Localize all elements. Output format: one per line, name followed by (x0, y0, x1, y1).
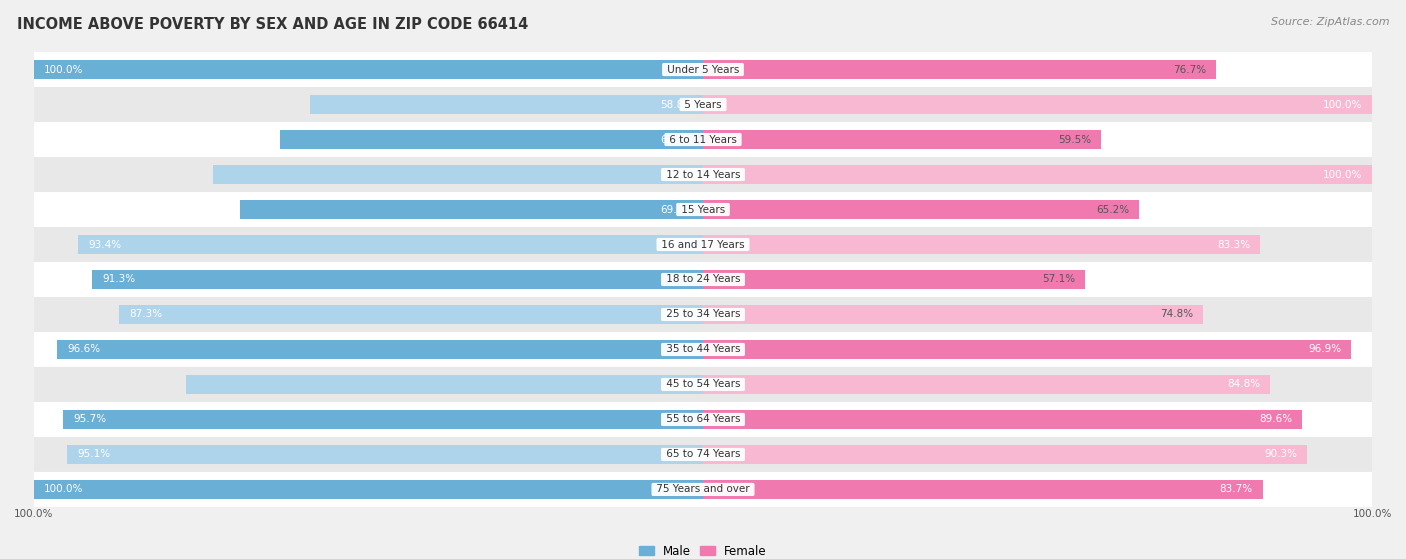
Text: 100.0%: 100.0% (1323, 169, 1362, 179)
Bar (56, 340, 703, 359)
Text: 65 to 74 Years: 65 to 74 Years (662, 449, 744, 459)
Bar (703, 200, 1139, 219)
Text: 100.0%: 100.0% (44, 64, 83, 74)
Text: 96.9%: 96.9% (1308, 344, 1341, 354)
Text: 59.5%: 59.5% (1057, 135, 1091, 145)
Text: 12 to 14 Years: 12 to 14 Years (662, 169, 744, 179)
Text: 77.3%: 77.3% (659, 380, 693, 390)
Bar (67, 445, 703, 464)
Text: 73.2%: 73.2% (659, 169, 693, 179)
Text: 58.8%: 58.8% (659, 100, 693, 110)
Text: 100.0%: 100.0% (1323, 100, 1362, 110)
Text: 100.0%: 100.0% (1353, 509, 1392, 519)
Bar (186, 375, 703, 394)
Text: 18 to 24 Years: 18 to 24 Years (662, 274, 744, 285)
Text: 90.3%: 90.3% (1264, 449, 1296, 459)
Bar (63, 410, 703, 429)
Bar (703, 60, 1216, 79)
Bar (703, 305, 1204, 324)
Text: 74.8%: 74.8% (1160, 310, 1194, 320)
Bar (703, 480, 1263, 499)
Text: 84.8%: 84.8% (1227, 380, 1260, 390)
Bar (703, 235, 1260, 254)
Bar (240, 200, 703, 219)
FancyBboxPatch shape (34, 332, 1372, 367)
Text: 55 to 64 Years: 55 to 64 Years (662, 414, 744, 424)
Bar (703, 270, 1085, 289)
FancyBboxPatch shape (34, 87, 1372, 122)
Bar (703, 375, 1270, 394)
Text: Under 5 Years: Under 5 Years (664, 64, 742, 74)
Text: 83.7%: 83.7% (1219, 485, 1253, 495)
Text: 89.6%: 89.6% (1260, 414, 1292, 424)
FancyBboxPatch shape (34, 157, 1372, 192)
Bar (214, 165, 703, 184)
Bar (120, 305, 703, 324)
FancyBboxPatch shape (34, 437, 1372, 472)
Text: 25 to 34 Years: 25 to 34 Years (662, 310, 744, 320)
FancyBboxPatch shape (34, 122, 1372, 157)
Text: 95.1%: 95.1% (77, 449, 110, 459)
Bar (280, 130, 703, 149)
Text: Source: ZipAtlas.com: Source: ZipAtlas.com (1271, 17, 1389, 27)
Text: 35 to 44 Years: 35 to 44 Years (662, 344, 744, 354)
FancyBboxPatch shape (34, 297, 1372, 332)
Bar (703, 340, 1351, 359)
Text: 16 and 17 Years: 16 and 17 Years (658, 239, 748, 249)
FancyBboxPatch shape (34, 262, 1372, 297)
Text: 15 Years: 15 Years (678, 205, 728, 215)
Bar (34, 480, 703, 499)
FancyBboxPatch shape (34, 472, 1372, 507)
Text: 65.2%: 65.2% (1095, 205, 1129, 215)
Bar (34, 60, 703, 79)
Text: 75 Years and over: 75 Years and over (652, 485, 754, 495)
FancyBboxPatch shape (34, 367, 1372, 402)
Text: 96.6%: 96.6% (67, 344, 100, 354)
Text: 57.1%: 57.1% (1042, 274, 1076, 285)
Text: 83.3%: 83.3% (1218, 239, 1250, 249)
Text: 5 Years: 5 Years (681, 100, 725, 110)
Text: 91.3%: 91.3% (103, 274, 135, 285)
Bar (79, 235, 703, 254)
Bar (703, 410, 1302, 429)
Legend: Male, Female: Male, Female (634, 540, 772, 559)
FancyBboxPatch shape (34, 52, 1372, 87)
Text: 69.2%: 69.2% (659, 205, 693, 215)
Text: INCOME ABOVE POVERTY BY SEX AND AGE IN ZIP CODE 66414: INCOME ABOVE POVERTY BY SEX AND AGE IN Z… (17, 17, 529, 32)
Bar (703, 95, 1372, 114)
Text: 87.3%: 87.3% (129, 310, 162, 320)
Text: 6 to 11 Years: 6 to 11 Years (666, 135, 740, 145)
Text: 93.4%: 93.4% (89, 239, 121, 249)
Text: 100.0%: 100.0% (44, 485, 83, 495)
Text: 45 to 54 Years: 45 to 54 Years (662, 380, 744, 390)
Bar (703, 130, 1101, 149)
Text: 95.7%: 95.7% (73, 414, 105, 424)
Bar (703, 165, 1372, 184)
Bar (703, 445, 1308, 464)
Bar (93, 270, 703, 289)
FancyBboxPatch shape (34, 192, 1372, 227)
FancyBboxPatch shape (34, 402, 1372, 437)
Text: 100.0%: 100.0% (14, 509, 53, 519)
Bar (309, 95, 703, 114)
Text: 63.3%: 63.3% (659, 135, 693, 145)
Text: 76.7%: 76.7% (1173, 64, 1206, 74)
FancyBboxPatch shape (34, 227, 1372, 262)
